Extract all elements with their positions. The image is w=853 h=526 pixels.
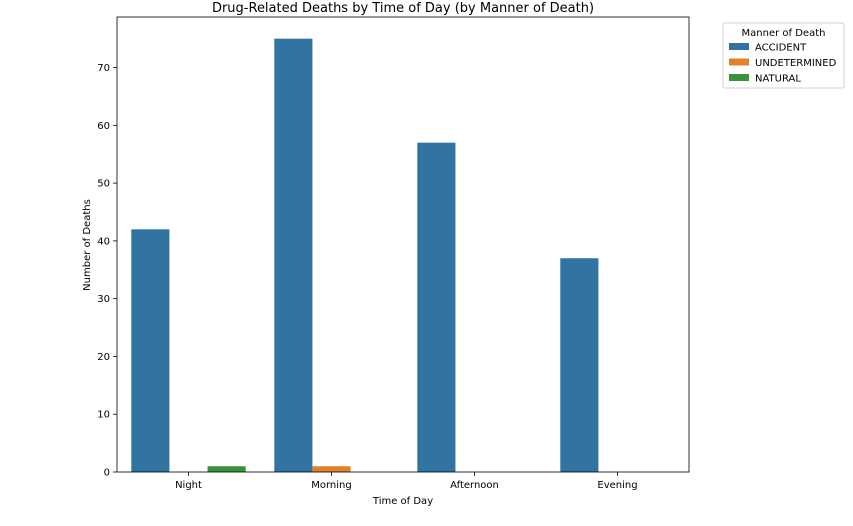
bar-natural-night <box>207 466 246 472</box>
legend-box <box>722 22 845 89</box>
legend: Manner of Death ACCIDENT UNDETERMINED NATUR… <box>722 22 845 89</box>
y-axis: 0 10 20 30 40 50 60 70 <box>97 63 117 479</box>
y-tick-label: 40 <box>97 236 110 247</box>
legend-swatch-accident <box>729 43 749 50</box>
y-tick-label: 0 <box>104 468 110 479</box>
bar-accident-morning <box>274 38 313 473</box>
plot-area <box>116 16 690 473</box>
legend-title: Manner of Death <box>742 28 826 39</box>
plot-frame <box>116 16 690 473</box>
x-tick-label: Evening <box>597 480 637 491</box>
bar-accident-night <box>131 229 170 472</box>
y-tick-label: 20 <box>97 352 110 363</box>
legend-label-undetermined: UNDETERMINED <box>755 58 837 69</box>
x-axis-label: Time of Day <box>372 496 433 507</box>
y-tick-label: 60 <box>97 121 110 132</box>
bar-undetermined-morning <box>312 466 351 472</box>
y-axis-label: Number of Deaths <box>82 199 93 291</box>
bar-accident-afternoon <box>417 142 456 473</box>
chart-title: Drug-Related Deaths by Time of Day (by M… <box>212 1 594 16</box>
y-tick-label: 50 <box>97 179 110 190</box>
legend-swatch-natural <box>729 74 749 81</box>
legend-label-natural: NATURAL <box>755 74 801 85</box>
x-tick-label: Morning <box>311 480 351 491</box>
y-tick-label: 70 <box>97 63 110 74</box>
x-axis: Night Morning Afternoon Evening <box>175 472 638 491</box>
legend-swatch-undetermined <box>729 58 749 66</box>
legend-label-accident: ACCIDENT <box>755 43 807 54</box>
y-tick-label: 10 <box>97 410 110 421</box>
x-tick-label: Afternoon <box>450 480 499 491</box>
x-tick-label: Night <box>175 480 202 491</box>
bar-accident-evening <box>560 258 599 472</box>
y-tick-label: 30 <box>97 294 110 305</box>
